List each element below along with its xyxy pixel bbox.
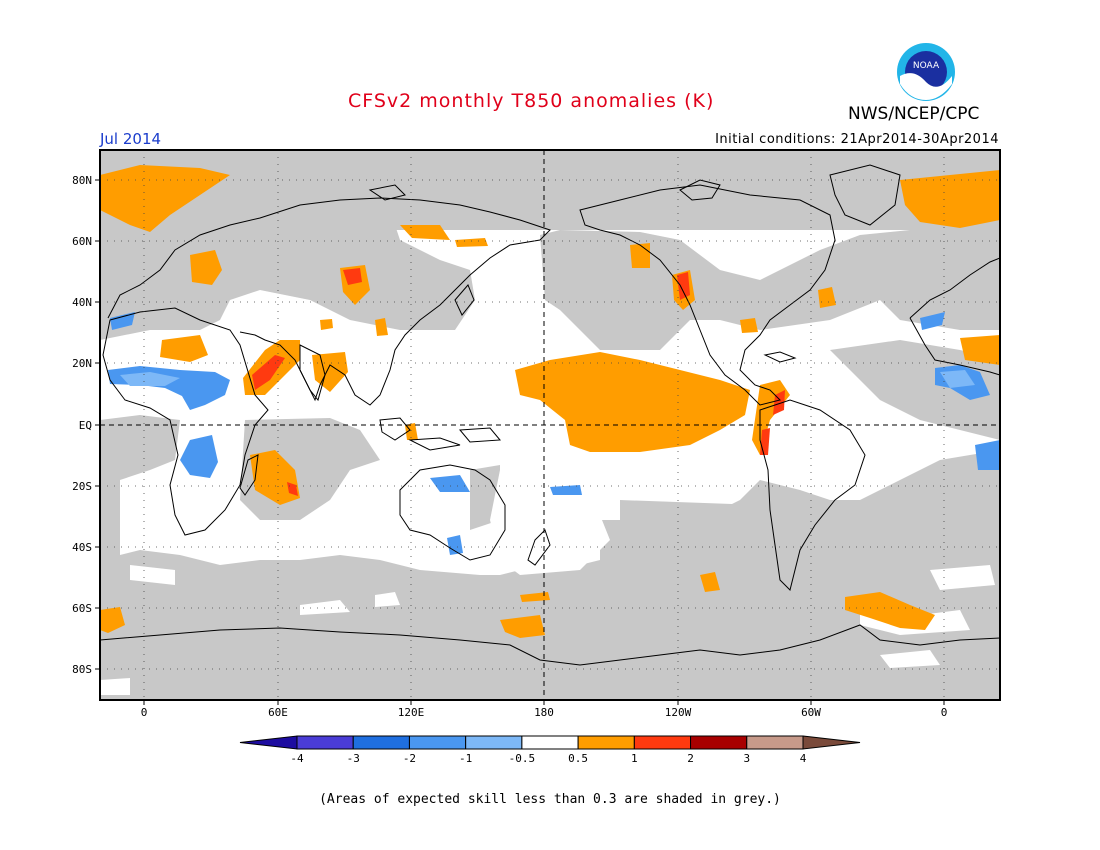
colorbar-segment [465,735,523,750]
grid-lines [100,150,1000,700]
colorbar-label: -3 [347,752,360,765]
colorbar-label: -4 [290,752,304,765]
org-label: NWS/NCEP/CPC [848,104,980,124]
coastlines [100,164,1000,666]
colorbar-high-extension [802,735,861,750]
colorbar-label: -2 [403,752,416,765]
lon-label: 0 [941,706,948,719]
initial-conditions: Initial conditions: 21Apr2014-30Apr2014 [715,132,999,147]
colorbar-label: 4 [800,752,807,765]
lat-label: 80N [72,174,92,187]
colorbar-segment [521,735,579,750]
lat-label: EQ [79,419,92,432]
map-title: CFSv2 monthly T850 anomalies (K) [348,90,715,112]
lat-label: 80S [72,663,92,676]
lon-label: 60W [801,706,821,719]
colorbar-segment [577,735,635,750]
colorbar-segment [746,735,804,750]
colorbar-label: -0.5 [509,752,536,765]
colorbar-segment [690,735,748,750]
colorbar-label: -1 [459,752,472,765]
colorbar-label: 3 [743,752,750,765]
tick-marks [95,179,945,705]
map-panel [100,150,1000,700]
lat-label: 60S [72,602,92,615]
lat-label: 40S [72,541,92,554]
colorbar-segment [633,735,692,750]
colorbar-label: 2 [687,752,694,765]
lat-label: 40N [72,296,92,309]
colorbar-label: 0.5 [568,752,588,765]
lon-label: 180 [534,706,554,719]
colorbar-segment [408,735,467,750]
lat-label: 20S [72,480,92,493]
longitude-labels: 0 60E 120E 180 120W 60W 0 [141,706,948,719]
lon-label: 120W [665,706,692,719]
forecast-month: Jul 2014 [100,130,162,148]
lon-label: 120E [398,706,425,719]
reference-lines [100,150,1000,700]
footnote: (Areas of expected skill less than 0.3 a… [319,792,781,807]
white-patches [100,470,995,695]
colorbar-segment [352,735,410,750]
lat-label: 60N [72,235,92,248]
weak-negative-layer [120,370,975,388]
lon-label: 0 [141,706,148,719]
svg-text:NOAA: NOAA [913,61,940,71]
colorbar-label: 1 [631,752,638,765]
colorbar: -4 -3 -2 -1 -0.5 0.5 1 2 3 4 [239,735,861,765]
latitude-labels: 80N 60N 40N 20N EQ 20S 40S 60S 80S [72,174,92,676]
noaa-logo: NOAA [897,43,955,101]
lat-label: 20N [72,357,92,370]
strong-anomaly-layer [252,268,785,496]
lon-label: 60E [268,706,288,719]
colorbar-segment [296,735,354,750]
colorbar-low-extension [239,735,298,750]
